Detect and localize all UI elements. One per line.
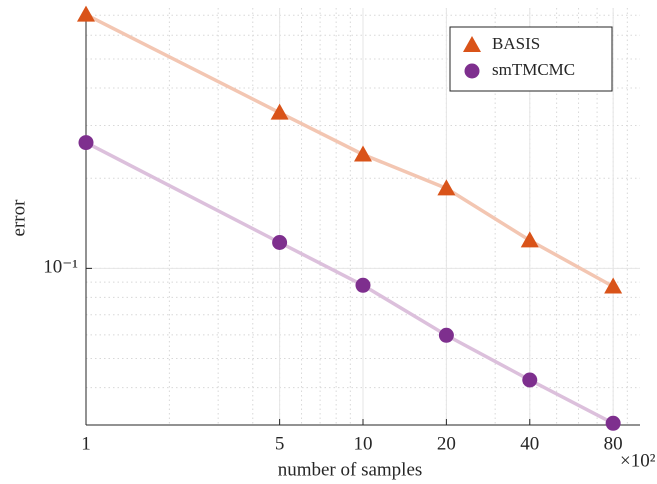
marker: [604, 277, 623, 294]
x-multiplier: ×10²: [620, 450, 656, 471]
marker: [77, 5, 95, 22]
marker: [355, 277, 371, 293]
legend-box: [449, 26, 613, 92]
marker: [438, 327, 454, 343]
series-line: [85, 141, 614, 425]
series-line: [85, 13, 615, 289]
x-tick-label: 80: [604, 433, 623, 454]
marker: [605, 415, 621, 431]
marker: [437, 179, 456, 196]
legend-label: BASIS: [492, 34, 540, 53]
x-axis-label: number of samples: [278, 459, 423, 480]
legend-marker: [464, 63, 480, 79]
x-tick-label: 1: [81, 433, 91, 454]
y-tick-label: 10⁻¹: [43, 257, 78, 278]
legend-label: smTMCMC: [492, 60, 575, 79]
marker: [270, 103, 289, 120]
y-axis-label: error: [8, 199, 29, 237]
marker: [272, 235, 288, 251]
x-tick-label: 10: [354, 433, 373, 454]
legend-marker: [463, 36, 481, 52]
x-tick-label: 20: [437, 433, 456, 454]
marker: [354, 145, 372, 162]
x-tick-label: 5: [275, 433, 285, 454]
marker: [78, 135, 94, 151]
x-tick-label: 40: [520, 433, 539, 454]
marker: [520, 231, 539, 248]
marker: [522, 372, 538, 388]
